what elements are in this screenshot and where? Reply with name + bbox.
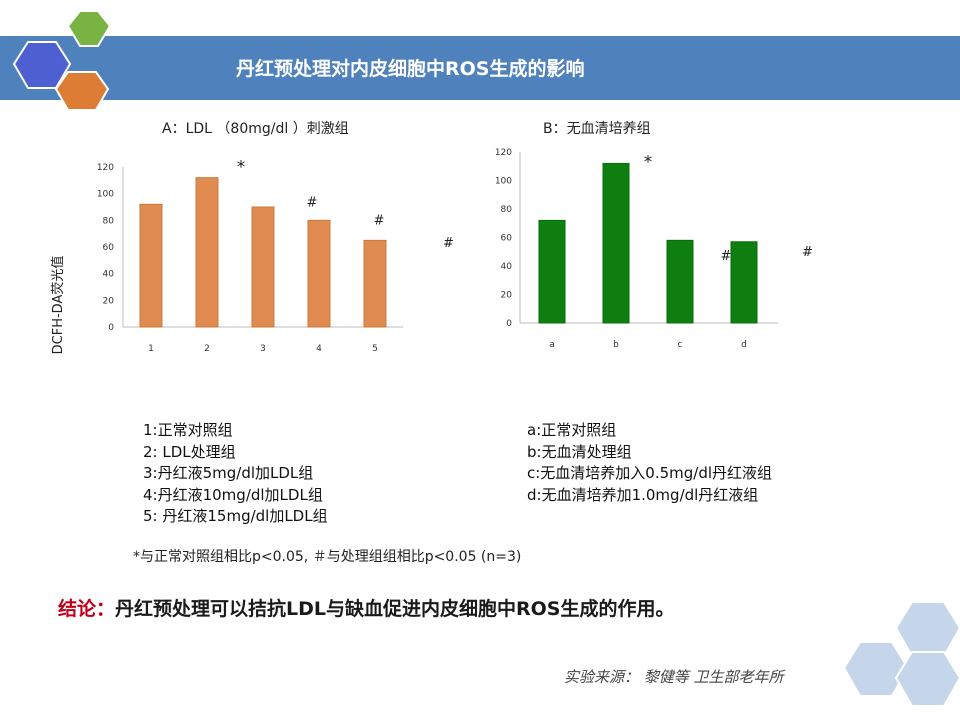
legend-left-item: 1:正常对照组 [143, 421, 233, 439]
source-credit: 实验来源： 黎健等 卫生部老年所 [564, 668, 784, 686]
header-bar [0, 36, 960, 100]
significance-mark: * [237, 158, 246, 178]
chart-a-ylabel: DCFH-DA荧光值 [50, 256, 66, 355]
chart-a-bars: * # # [139, 158, 387, 328]
hexagon-cluster-icon [12, 10, 112, 111]
legend-left: 1:正常对照组 2: LDL处理组 3:丹红液5mg/dl加LDL组 4:丹红液… [143, 420, 328, 528]
free-mark-b: # [802, 245, 813, 260]
x-tick-label: b [613, 340, 619, 350]
y-tick-label: 80 [501, 205, 513, 215]
bar-4 [307, 219, 331, 328]
legend-right-item: c:无血清培养加入0.5mg/dl丹红液组 [527, 464, 773, 482]
y-tick-label: 120 [97, 163, 114, 173]
chart-a-title: A：LDL （80mg/dl ）刺激组 [162, 121, 349, 137]
bar-a [538, 219, 566, 324]
hexagon-pattern-icon [842, 601, 960, 707]
significance-mark: * [644, 152, 653, 172]
y-tick-label: 0 [108, 323, 114, 333]
chart-b-title: B：无血清培养组 [543, 121, 651, 137]
y-tick-label: 80 [103, 216, 115, 226]
legend-right-item: b:无血清处理组 [527, 442, 632, 461]
significance-note: *与正常对照组相比p<0.05, ＃与处理组组相比p<0.05 (n=3) [133, 549, 522, 565]
slide-title: 丹红预处理对内皮细胞中ROS生成的影响 [236, 58, 585, 80]
legend-left-item: 3:丹红液5mg/dl加LDL组 [143, 464, 314, 482]
bar-b [602, 162, 630, 324]
conclusion: 结论：丹红预处理可以拮抗LDL与缺血促进内皮细胞中ROS生成的作用。 [58, 594, 674, 621]
significance-mark: # [374, 213, 385, 228]
legend-right-item: a:正常对照组 [527, 421, 617, 439]
legend-right-item: d:无血清培养加1.0mg/dl丹红液组 [527, 485, 759, 504]
x-tick-label: 3 [260, 344, 266, 354]
y-tick-label: 60 [501, 234, 513, 244]
significance-mark: # [721, 249, 732, 264]
free-mark-a: # [443, 236, 454, 251]
bar-2 [195, 177, 219, 328]
x-tick-label: 1 [148, 344, 154, 354]
bar-d [730, 241, 758, 324]
y-tick-label: 0 [506, 319, 512, 329]
x-tick-label: d [741, 340, 747, 350]
y-tick-label: 40 [501, 262, 513, 272]
y-tick-label: 60 [103, 243, 115, 253]
y-tick-label: 100 [495, 177, 512, 187]
y-tick-label: 20 [501, 291, 513, 301]
legend-right: a:正常对照组 b:无血清处理组 c:无血清培养加入0.5mg/dl丹红液组 d… [527, 420, 772, 506]
y-tick-label: 40 [103, 270, 115, 280]
legend-left-item: 5: 丹红液15mg/dl加LDL组 [143, 507, 328, 525]
y-tick-label: 120 [495, 148, 512, 158]
legend-left-item: 4:丹红液10mg/dl加LDL组 [143, 485, 323, 504]
hex-orange [54, 71, 110, 111]
chart-b-bars: *# [538, 152, 758, 324]
x-tick-label: 5 [372, 344, 378, 354]
significance-mark: # [307, 195, 318, 210]
conclusion-label: 结论： [58, 598, 116, 620]
x-tick-label: 2 [204, 344, 210, 354]
bar-3 [251, 206, 275, 328]
x-tick-label: c [678, 340, 683, 350]
bar-5 [363, 239, 387, 328]
bar-1 [139, 203, 163, 328]
hex-blue [12, 41, 72, 89]
chart-a-axes: 0 20 40 60 80 100 120 1 2 3 4 5 [97, 163, 403, 354]
legend-left-item: 2: LDL处理组 [143, 442, 236, 461]
deco-hex-3 [894, 651, 960, 707]
y-tick-label: 20 [103, 296, 115, 306]
x-tick-label: 4 [316, 344, 322, 354]
hex-green [66, 10, 112, 47]
x-tick-label: a [549, 340, 555, 350]
y-tick-label: 100 [97, 190, 114, 200]
bar-c [666, 239, 694, 324]
conclusion-text: 丹红预处理可以拮抗LDL与缺血促进内皮细胞中ROS生成的作用。 [115, 598, 675, 620]
